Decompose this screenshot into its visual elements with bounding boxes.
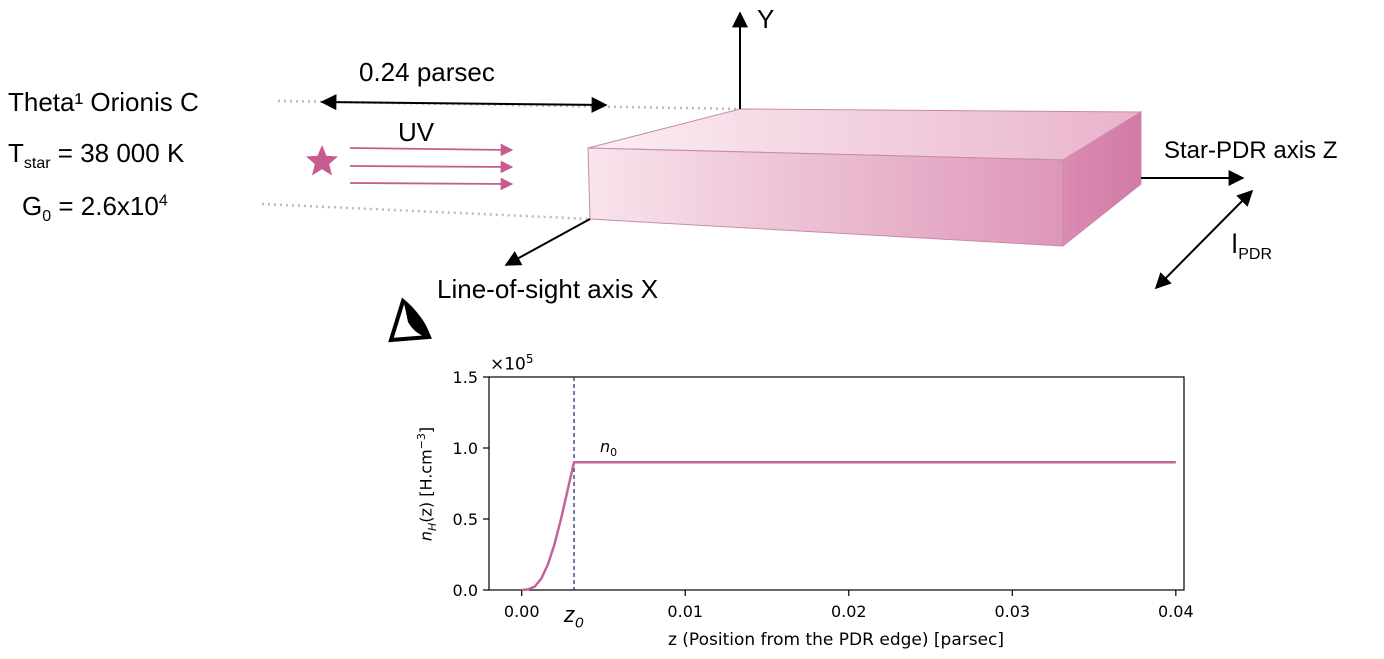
- x-tick-label: 0.02: [831, 602, 867, 621]
- guide-line-bottom: [261, 202, 591, 221]
- x-axis-title: z (Position from the PDR edge) [parsec]: [667, 630, 1005, 650]
- t-star-value: = 38 000 K: [50, 138, 185, 168]
- l-pdr-label: lPDR: [1231, 229, 1272, 264]
- pdr-slab: [587, 108, 1143, 248]
- x-axis-arrow: [504, 218, 591, 266]
- x-tick-label: 0.03: [994, 602, 1030, 621]
- l-pdr-symbol: l: [1231, 230, 1239, 260]
- slab-side-face: [1062, 111, 1142, 248]
- plot-frame: [488, 376, 1185, 591]
- t-star-subscript: star: [23, 155, 51, 173]
- n0-label: n0: [600, 437, 618, 460]
- x-tick-label: 0.01: [667, 602, 703, 621]
- uv-label: UV: [398, 117, 435, 147]
- y-multiplier: ×105: [490, 352, 534, 375]
- g0-label: G0 = 2.6x104: [22, 191, 168, 226]
- y-tick-label: 0.0: [453, 581, 478, 600]
- x-tick-label: 0.00: [504, 602, 540, 621]
- l-pdr-subscript: PDR: [1238, 246, 1273, 264]
- g0-value: = 2.6x10: [51, 191, 159, 221]
- l-pdr-arrow: [1154, 189, 1254, 290]
- guide-line-top: [277, 99, 741, 111]
- eye-icon: [388, 297, 432, 343]
- star-name-label: Theta¹ Orionis C: [8, 87, 199, 117]
- density-profile-line: [521, 460, 1176, 592]
- star-icon: [306, 145, 338, 176]
- y-axis-label: Y: [757, 4, 775, 34]
- distance-label: 0.24 parsec: [359, 57, 495, 87]
- uv-arrows: [349, 143, 514, 191]
- x-axis-label: Line-of-sight axis X: [437, 274, 659, 304]
- g0-subscript: 0: [42, 208, 52, 226]
- z-axis-label: Star-PDR axis Z: [1164, 137, 1338, 164]
- z0-label: z0: [564, 602, 584, 632]
- x-tick-label: 0.04: [1158, 602, 1194, 621]
- y-tick-label: 1.5: [453, 368, 478, 387]
- y-axis-title: nH(z) [H.cm−3]: [415, 426, 439, 542]
- g0-exponent: 4: [158, 192, 168, 210]
- g0-symbol: G: [22, 191, 43, 221]
- t-star-label: Tstar = 38 000 K: [8, 138, 184, 173]
- distance-arrow: [320, 94, 608, 113]
- y-tick-label: 1.0: [453, 439, 478, 458]
- y-tick-label: 0.5: [453, 510, 478, 529]
- t-star-symbol: T: [8, 138, 24, 168]
